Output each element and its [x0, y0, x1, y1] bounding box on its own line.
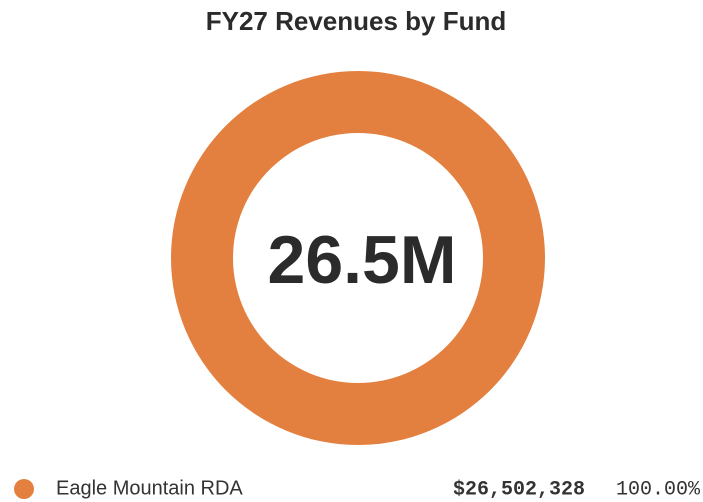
legend-value: $26,502,328 [453, 478, 585, 501]
center-label: 26.5M [268, 222, 457, 298]
chart-title: FY27 Revenues by Fund [206, 6, 507, 36]
legend-swatch [14, 479, 34, 499]
donut-slice [171, 71, 545, 445]
legend-label: Eagle Mountain RDA [56, 477, 243, 499]
legend-percent: 100.00% [616, 478, 701, 501]
